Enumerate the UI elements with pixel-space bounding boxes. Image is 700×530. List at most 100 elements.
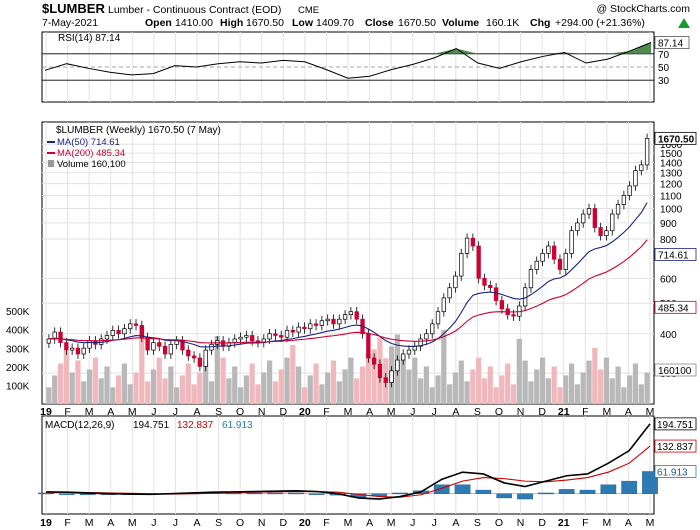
x-tick-label: F: [323, 406, 329, 418]
volume-bar: [417, 378, 424, 404]
volume-bar: [191, 384, 197, 404]
symbol-title: $LUMBER: [42, 1, 105, 16]
quote-date: 7-May-2021: [42, 17, 98, 29]
volume-bar: [57, 363, 64, 404]
candle-body: [511, 314, 516, 317]
candle-body: [604, 230, 609, 236]
volume-bar: [98, 378, 104, 404]
histogram-bar: [538, 492, 554, 495]
candle-body: [122, 328, 127, 335]
volume-y-tick: 300K: [6, 344, 30, 355]
candle-body: [75, 347, 81, 355]
volume-bar: [313, 363, 319, 404]
price-y-tick: 900: [660, 219, 677, 230]
macd-x-tick-label: M: [344, 517, 353, 529]
candle-body: [232, 338, 237, 343]
volume-bars: [46, 327, 650, 404]
volume-bar: [592, 347, 598, 404]
rsi-legend: RSI(14) 87.14: [58, 33, 121, 44]
rsi-line-group: [44, 42, 652, 79]
candle-body: [284, 330, 290, 338]
volume-legend: Volume 160,100: [57, 159, 126, 170]
volume-value-label: 160100: [658, 366, 692, 377]
candle-body: [546, 245, 551, 254]
candle-body: [581, 213, 586, 224]
macd-x-tick-label: F: [64, 517, 70, 529]
x-tick-label: O: [236, 406, 244, 418]
candle-body: [406, 349, 412, 355]
volume-bar: [522, 360, 528, 404]
candle-body: [128, 323, 133, 330]
macd-x-tick-label: A: [452, 517, 459, 529]
x-tick-label: S: [474, 406, 481, 418]
candle-body: [540, 253, 545, 262]
macd-legend-value: 194.751: [133, 420, 170, 431]
candle-body: [354, 311, 359, 320]
rsi-y-tick: 50: [658, 63, 670, 74]
volume-bar: [609, 378, 615, 404]
candle-body: [441, 297, 446, 313]
rsi-overbought-fill: [434, 48, 457, 54]
histogram-bar: [38, 492, 54, 495]
volume-bar: [615, 366, 621, 404]
volume-bar: [197, 372, 203, 404]
volume-bar: [365, 353, 371, 404]
volume-bar: [354, 378, 360, 404]
price-y-tick: 1000: [660, 204, 683, 215]
volume-bar: [174, 387, 180, 404]
price-y-tick: 1400: [660, 159, 683, 170]
candle-body: [46, 338, 52, 344]
candle-body: [592, 208, 597, 228]
candle-body: [244, 335, 249, 338]
volume-bar: [139, 327, 145, 404]
close-value: 1670.50: [398, 17, 436, 29]
volume-bar: [505, 363, 511, 404]
candle-body: [342, 314, 348, 320]
volume-bar: [359, 366, 366, 404]
volume-bar: [46, 387, 52, 404]
x-tick-label: A: [452, 406, 459, 418]
macd-x-tick-label: O: [495, 517, 503, 529]
ma200-legend: MA(200) 485.34: [57, 148, 125, 159]
x-tick-label: A: [107, 406, 114, 418]
price-y-tick: 400: [660, 330, 677, 341]
histogram-legend-value: 61.913: [222, 420, 253, 431]
candle-body: [366, 333, 371, 359]
candle-body: [470, 237, 476, 247]
volume-bar: [563, 375, 569, 404]
candle-body: [569, 230, 574, 254]
volume-bar: [290, 344, 296, 404]
ma200-line: [48, 239, 648, 344]
candle-body: [453, 275, 458, 289]
macd-x-tick-label: J: [432, 517, 437, 529]
volume-bar: [452, 372, 459, 404]
volume-bar: [598, 369, 604, 404]
macd-x-tick-label: J: [173, 517, 178, 529]
candle-body: [644, 138, 650, 166]
rsi-y-tick: 30: [658, 76, 670, 87]
price-y-tick: 1100: [660, 191, 682, 202]
volume-bar: [214, 336, 220, 404]
x-tick-label: A: [366, 406, 373, 418]
candle-body: [418, 338, 423, 347]
candle-body: [110, 330, 115, 336]
macd-x-tick-label: A: [193, 517, 200, 529]
candle-body: [389, 370, 394, 383]
candle-body: [447, 287, 452, 299]
candle-body: [302, 326, 307, 330]
macd-x-tick-label: J: [410, 517, 415, 529]
candle-body: [627, 185, 632, 196]
candle-body: [238, 336, 243, 340]
volume-bar: [557, 387, 563, 404]
volume-bar: [319, 384, 325, 404]
candle-body: [313, 323, 319, 326]
volume-y-tick: 400K: [6, 326, 30, 337]
candle-body: [563, 253, 568, 270]
histogram-bar: [308, 493, 325, 495]
candle-body: [534, 260, 539, 270]
volume-bar: [534, 369, 540, 404]
histogram-bar: [579, 489, 596, 494]
x-tick-label: N: [258, 406, 266, 418]
candle-body: [528, 269, 534, 289]
volume-bar: [168, 366, 174, 404]
